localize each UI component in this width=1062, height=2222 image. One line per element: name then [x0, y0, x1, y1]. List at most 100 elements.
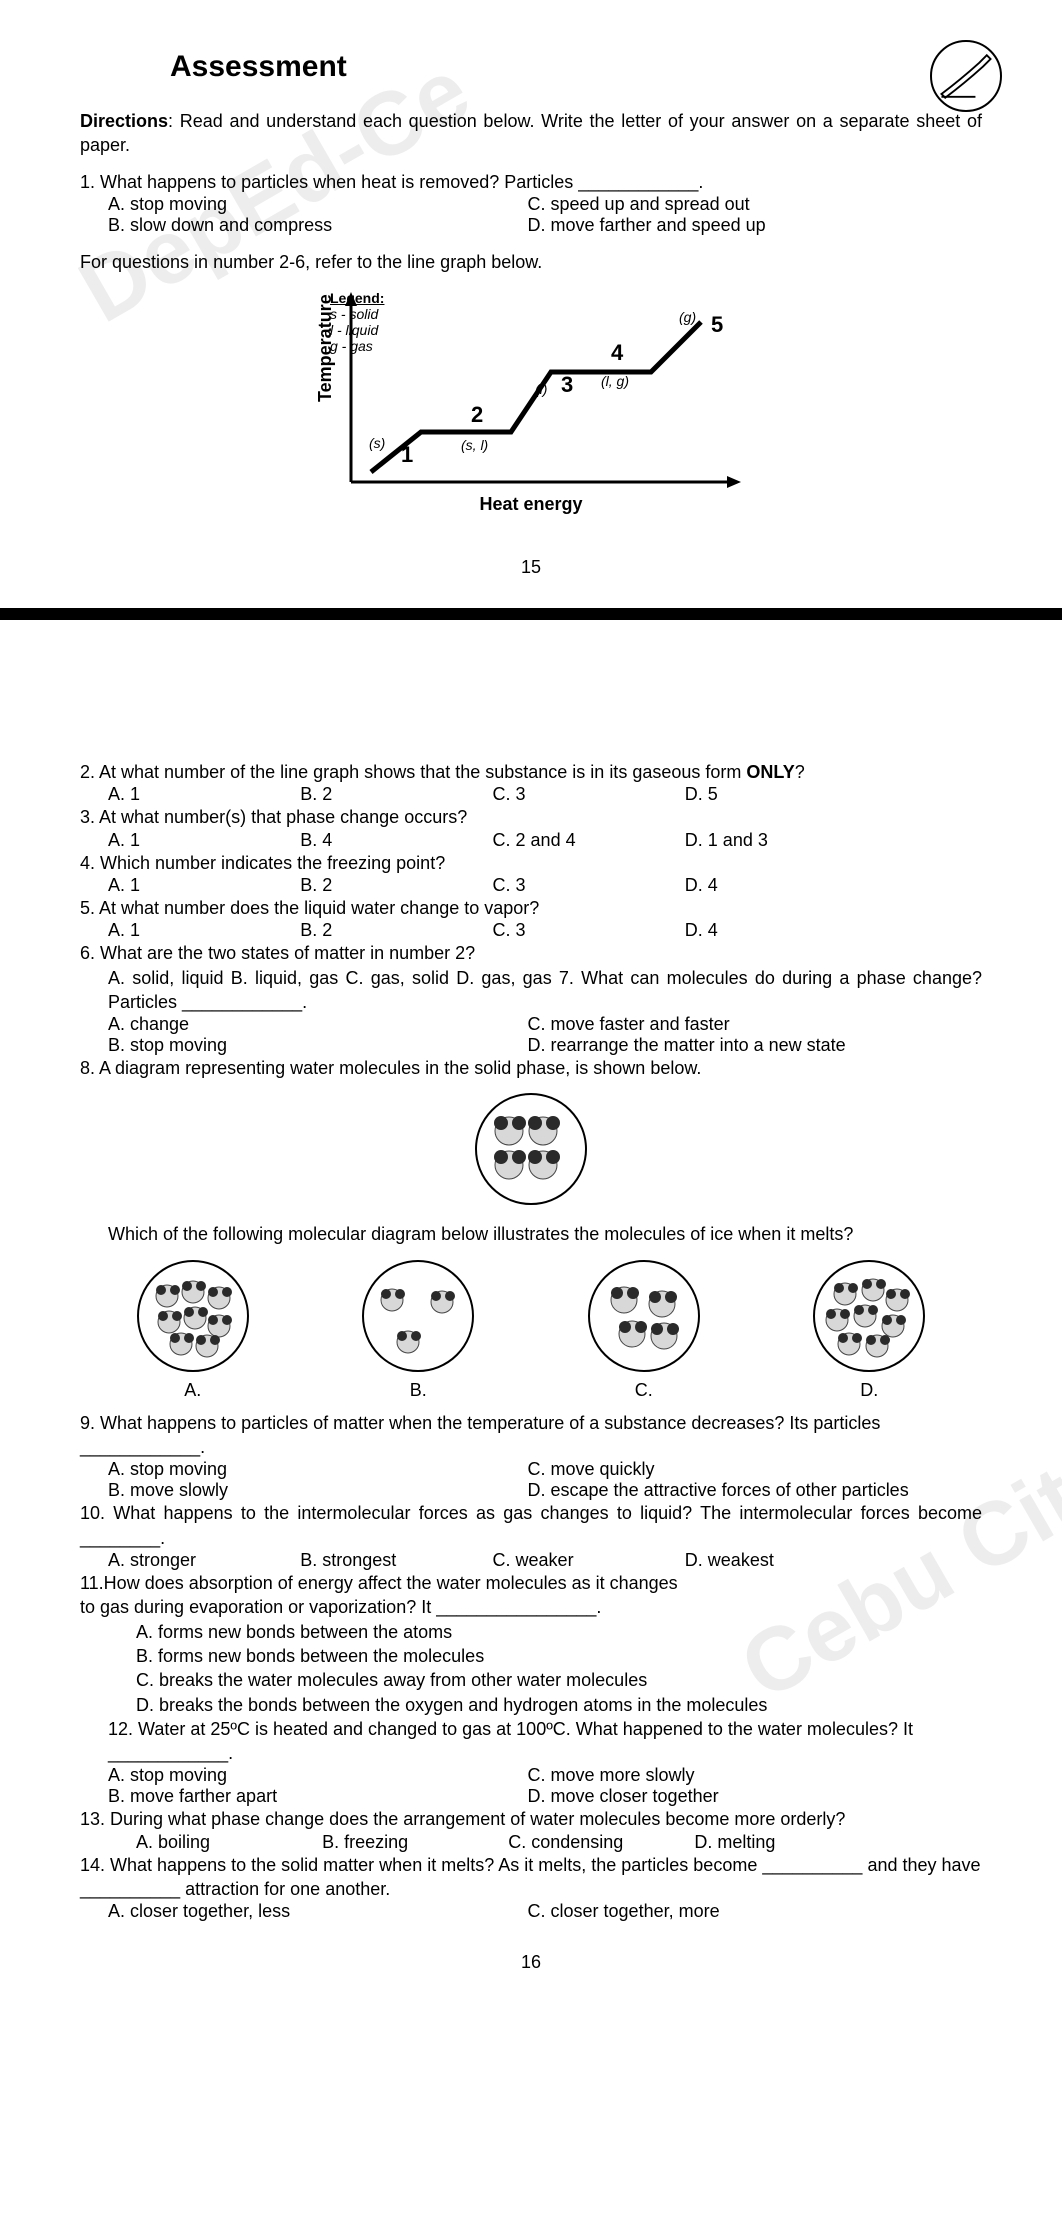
q13-d: D. melting — [694, 1832, 880, 1853]
q12-b: B. move farther apart — [108, 1786, 528, 1807]
q4-c: C. 3 — [493, 875, 685, 896]
q10-text: 10. What happens to the intermolecular f… — [80, 1501, 982, 1550]
q12-row2: B. move farther apart D. move closer tog… — [80, 1786, 982, 1807]
page-separator — [0, 608, 1062, 620]
svg-text:Heat energy: Heat energy — [479, 494, 582, 514]
q14-row1: A. closer together, less C. closer toget… — [80, 1901, 982, 1922]
q12-row1: A. stop moving C. move more slowly — [80, 1765, 982, 1786]
q10-b: B. strongest — [300, 1550, 492, 1571]
svg-text:4: 4 — [611, 340, 624, 365]
legend-title: Legend: — [330, 290, 384, 306]
q3-opts: A. 1 B. 4 C. 2 and 4 D. 1 and 3 — [80, 830, 982, 851]
q11-c: C. breaks the water molecules away from … — [80, 1668, 982, 1692]
q8-text: 8. A diagram representing water molecule… — [80, 1056, 982, 1080]
q1-row2: B. slow down and compress D. move farthe… — [80, 215, 982, 236]
q11-d: D. breaks the bonds between the oxygen a… — [80, 1693, 982, 1717]
q7-row1: A. change C. move faster and faster — [80, 1014, 982, 1035]
svg-text:3: 3 — [561, 372, 573, 397]
q7-d: D. rearrange the matter into a new state — [528, 1035, 982, 1056]
q2-bold: ONLY — [746, 762, 794, 782]
q13-c: C. condensing — [508, 1832, 694, 1853]
q9-c: C. move quickly — [528, 1459, 982, 1480]
q9-d: D. escape the attractive forces of other… — [528, 1480, 982, 1501]
graph-intro: For questions in number 2-6, refer to th… — [80, 250, 982, 274]
directions-label: Directions — [80, 111, 168, 131]
q2-post: ? — [795, 762, 805, 782]
q8-label-c: C. — [574, 1380, 714, 1401]
q7-row2: B. stop moving D. rearrange the matter i… — [80, 1035, 982, 1056]
q8-options-row: A. B. — [80, 1256, 982, 1401]
q10-d: D. weakest — [685, 1550, 877, 1571]
q5-d: D. 4 — [685, 920, 877, 941]
q1-d: D. move farther and speed up — [528, 215, 982, 236]
svg-text:2: 2 — [471, 402, 483, 427]
q8-opt-b: B. — [348, 1256, 488, 1401]
directions-text: : Read and understand each question belo… — [80, 111, 982, 155]
svg-text:1: 1 — [401, 442, 413, 467]
q13-a: A. boiling — [136, 1832, 322, 1853]
q2-c: C. 3 — [493, 784, 685, 805]
q14-a: A. closer together, less — [108, 1901, 528, 1922]
q9-text: 9. What happens to particles of matter w… — [80, 1411, 982, 1460]
q3-text: 3. At what number(s) that phase change o… — [80, 805, 982, 829]
svg-text:(s, l): (s, l) — [461, 437, 488, 453]
q13-b: B. freezing — [322, 1832, 508, 1853]
q11-b: B. forms new bonds between the molecules — [80, 1644, 982, 1668]
q9-row1: A. stop moving C. move quickly — [80, 1459, 982, 1480]
q9-a: A. stop moving — [108, 1459, 528, 1480]
q12-a: A. stop moving — [108, 1765, 528, 1786]
legend-s: s - solid — [330, 306, 384, 322]
q4-b: B. 2 — [300, 875, 492, 896]
page-title: Assessment — [170, 50, 982, 84]
q7-a: A. change — [108, 1014, 528, 1035]
q13-text: 13. During what phase change does the ar… — [80, 1807, 982, 1831]
q11-a: A. forms new bonds between the atoms — [80, 1620, 982, 1644]
q4-d: D. 4 — [685, 875, 877, 896]
q3-d: D. 1 and 3 — [685, 830, 877, 851]
q2-d: D. 5 — [685, 784, 877, 805]
q10-c: C. weaker — [493, 1550, 685, 1571]
q7-c: C. move faster and faster — [528, 1014, 982, 1035]
legend-l: l - liquid — [330, 322, 384, 338]
svg-text:(l, g): (l, g) — [601, 373, 629, 389]
q12-c: C. move more slowly — [528, 1765, 982, 1786]
q6-line2: A. solid, liquid B. liquid, gas C. gas, … — [80, 966, 982, 1015]
legend-g: g - gas — [330, 338, 384, 354]
q8-opt-c: C. — [574, 1256, 714, 1401]
directions: Directions: Read and understand each que… — [80, 109, 982, 158]
page-number-2: 16 — [80, 1952, 982, 1973]
q2-opts: A. 1 B. 2 C. 3 D. 5 — [80, 784, 982, 805]
q12-text: 12. Water at 25ºC is heated and changed … — [80, 1717, 982, 1766]
q1-b: B. slow down and compress — [108, 215, 528, 236]
q4-text: 4. Which number indicates the freezing p… — [80, 851, 982, 875]
q4-a: A. 1 — [108, 875, 300, 896]
line-graph: 1 2 3 4 5 (s) (s, l) (l) (l, g) (g) Temp… — [80, 282, 982, 527]
q1-c: C. speed up and spread out — [528, 194, 982, 215]
q1-text: 1. What happens to particles when heat i… — [80, 170, 982, 194]
q12-d: D. move closer together — [528, 1786, 982, 1807]
svg-text:5: 5 — [711, 312, 723, 337]
q1-row1: A. stop moving C. speed up and spread ou… — [80, 194, 982, 215]
q3-b: B. 4 — [300, 830, 492, 851]
q2-a: A. 1 — [108, 784, 300, 805]
q5-text: 5. At what number does the liquid water … — [80, 896, 982, 920]
q6-text: 6. What are the two states of matter in … — [80, 941, 982, 965]
q4-opts: A. 1 B. 2 C. 3 D. 4 — [80, 875, 982, 896]
page-2: Cebu City 2. At what number of the line … — [0, 620, 1062, 2003]
q3-c: C. 2 and 4 — [493, 830, 685, 851]
q8-label-a: A. — [123, 1380, 263, 1401]
q8-label-b: B. — [348, 1380, 488, 1401]
q10-opts: A. stronger B. strongest C. weaker D. we… — [80, 1550, 982, 1571]
page-number-1: 15 — [80, 557, 982, 578]
q8-ask: Which of the following molecular diagram… — [80, 1222, 982, 1246]
q9-b: B. move slowly — [108, 1480, 528, 1501]
svg-text:(g): (g) — [679, 309, 696, 325]
q5-opts: A. 1 B. 2 C. 3 D. 4 — [80, 920, 982, 941]
q7-b: B. stop moving — [108, 1035, 528, 1056]
q14-c: C. closer together, more — [528, 1901, 982, 1922]
q11-l1: 11.How does absorption of energy affect … — [80, 1571, 982, 1595]
q1-a: A. stop moving — [108, 194, 528, 215]
q8-solid-diagram — [80, 1089, 982, 1214]
q5-a: A. 1 — [108, 920, 300, 941]
page-1: DepEd-Ce Assessment Directions: Read and… — [0, 0, 1062, 608]
